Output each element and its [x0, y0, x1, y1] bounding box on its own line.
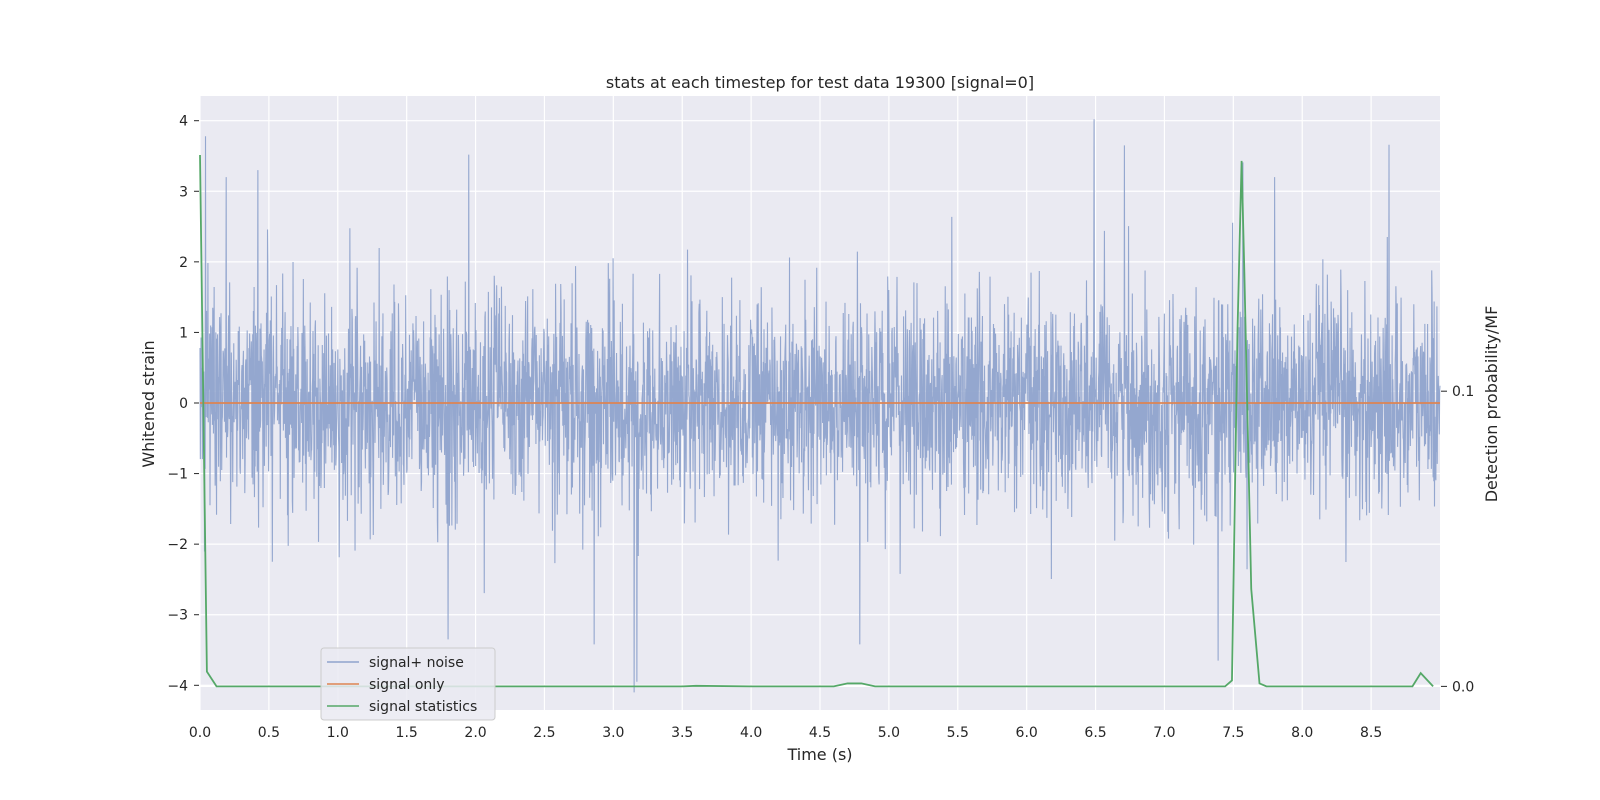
x-tick-label: 5.5	[947, 725, 969, 741]
x-tick-label: 3.0	[602, 725, 624, 741]
x-tick-label: 1.5	[396, 725, 418, 741]
y-tick-label: −1	[167, 467, 188, 483]
x-tick-label: 2.0	[464, 725, 486, 741]
legend-label-signal-statistics: signal statistics	[369, 699, 477, 715]
legend-box	[320, 647, 496, 721]
x-tick-label: 3.5	[671, 725, 693, 741]
x-tick-label: 4.0	[740, 725, 762, 741]
legend-label-signal-only: signal only	[369, 677, 444, 693]
x-tick-label: 0.0	[189, 725, 211, 741]
x-tick-label: 5.0	[878, 725, 900, 741]
y-tick-label: 3	[179, 184, 188, 200]
x-axis: 0.0 0.5 1.0 1.5 2.0 2.5 3.0 3.5 4.0 4.5 5.0 5.5 6.0 6…	[189, 725, 1382, 741]
x-tick-label: 4.5	[809, 725, 831, 741]
x-tick-label: 7.5	[1222, 725, 1244, 741]
y2-axis-label: Detection probability/MF	[1482, 306, 1501, 503]
x-tick-label: 8.0	[1291, 725, 1313, 741]
x-tick-label: 1.0	[327, 725, 349, 741]
y-tick-label: 1	[179, 325, 188, 341]
y-tick-label: 0	[179, 396, 188, 412]
y-tick-label: 2	[179, 255, 188, 271]
x-tick-label: 7.0	[1153, 725, 1175, 741]
x-tick-label: 6.0	[1016, 725, 1038, 741]
y2-tick-label: 0.0	[1452, 679, 1474, 695]
y-tick-label: −4	[167, 678, 188, 694]
y2-tick-label: 0.1	[1452, 384, 1474, 400]
x-axis-label: Time (s)	[786, 745, 852, 764]
y2-axis: 0.1 0.0	[1441, 384, 1474, 695]
x-tick-label: 6.5	[1084, 725, 1106, 741]
x-tick-label: 0.5	[258, 725, 280, 741]
y-axis: 4 3 2 1 0 −1 −2 −3 −4	[167, 114, 199, 694]
y-tick-label: −2	[167, 537, 188, 553]
x-tick-label: 2.5	[533, 725, 555, 741]
y-tick-label: −3	[167, 608, 188, 624]
y-axis-label: Whitened strain	[139, 340, 158, 467]
series-signal-noise-line	[199, 119, 1441, 693]
legend-label-signal-noise: signal+ noise	[369, 655, 464, 671]
y-tick-label: 4	[179, 114, 188, 130]
x-tick-label: 8.5	[1360, 725, 1382, 741]
chart-title: stats at each timestep for test data 193…	[606, 73, 1034, 92]
legend: signal+ noise signal only signal statist…	[320, 647, 496, 721]
